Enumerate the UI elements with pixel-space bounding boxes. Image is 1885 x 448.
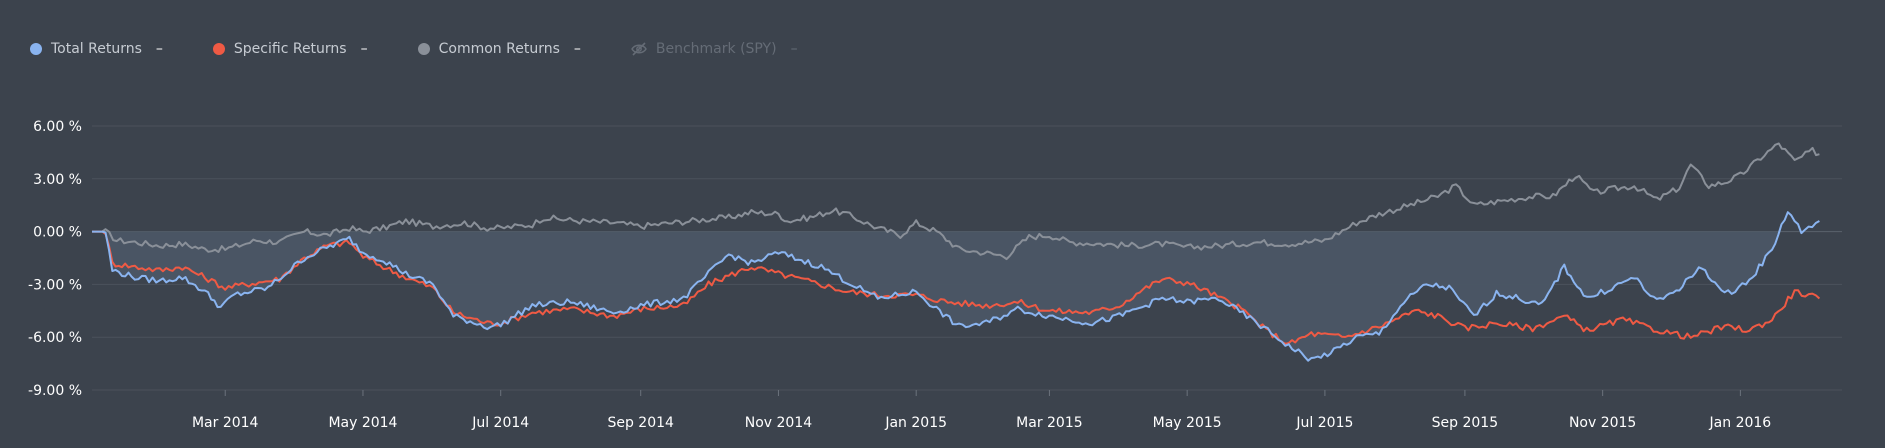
x-tick-label: Jan 2015 <box>884 415 947 431</box>
total-returns-line <box>92 211 1820 362</box>
legend-value: – <box>573 41 581 57</box>
common-returns-line <box>92 142 1820 261</box>
x-tick-label: Jul 2015 <box>1295 415 1353 431</box>
x-tick-label: Jul 2014 <box>471 415 529 431</box>
y-tick-label: -6.00 % <box>28 330 82 346</box>
y-tick-label: 0.00 % <box>33 225 82 241</box>
specific-returns-line <box>92 230 1821 345</box>
y-tick-label: 6.00 % <box>33 119 82 135</box>
legend-value: – <box>360 41 368 57</box>
y-tick-label: -3.00 % <box>28 277 82 293</box>
x-tick-label: Mar 2014 <box>192 415 259 431</box>
legend-label: Common Returns <box>438 41 560 57</box>
x-tick-label: Sep 2015 <box>1432 415 1498 431</box>
specific-returns-dot-icon <box>212 43 225 55</box>
legend-value: – <box>155 41 163 57</box>
y-tick-label: -9.00 % <box>28 383 82 399</box>
chart-legend: Total Returns – Specific Returns – Commo… <box>30 38 848 60</box>
legend-label: Specific Returns <box>233 41 347 57</box>
x-tick-label: May 2015 <box>1153 415 1222 431</box>
legend-label: Benchmark (SPY) <box>655 41 777 57</box>
legend-item-common-returns[interactable]: Common Returns – <box>417 41 581 57</box>
legend-item-total-returns[interactable]: Total Returns – <box>30 41 163 57</box>
x-axis-ticks: Mar 2014 May 2014 Jul 2014 Sep 2014 Nov 2014… <box>192 390 1771 431</box>
drawdown-area <box>92 231 1820 361</box>
legend-item-specific-returns[interactable]: Specific Returns – <box>212 41 368 57</box>
legend-value: – <box>790 41 798 57</box>
common-returns-dot-icon <box>417 43 430 55</box>
total-returns-dot-icon <box>30 43 42 55</box>
x-tick-label: May 2014 <box>328 415 397 431</box>
y-tick-label: 3.00 % <box>33 172 82 188</box>
total-returns-drawdown-area <box>92 231 1820 361</box>
series-lines <box>92 142 1821 362</box>
eye-off-icon <box>631 42 647 56</box>
x-tick-label: Sep 2014 <box>607 415 674 431</box>
x-tick-label: Jan 2016 <box>1709 415 1772 431</box>
x-tick-label: Mar 2015 <box>1016 415 1083 431</box>
y-axis-ticks: 6.00 % 3.00 % 0.00 % -3.00 % -6.00 % -9.00 % <box>28 119 82 399</box>
legend-label: Total Returns <box>51 41 142 57</box>
x-tick-label: Nov 2015 <box>1569 415 1636 431</box>
legend-item-benchmark-spy[interactable]: Benchmark (SPY) – <box>631 41 798 57</box>
x-tick-label: Nov 2014 <box>745 415 812 431</box>
